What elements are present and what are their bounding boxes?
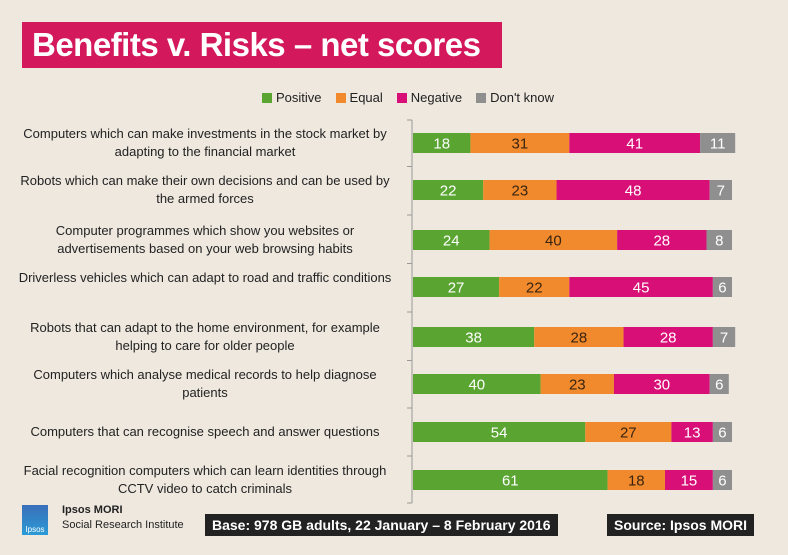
legend-item: Negative [396,90,463,105]
bar-segment [706,230,732,250]
legend-item: Equal [335,90,383,105]
bar-segment [665,470,713,490]
bar-segment [700,133,736,153]
chart-title: Benefits v. Risks – net scores [22,22,502,68]
bar-segment [499,277,570,297]
bar-segment [534,327,624,347]
category-label: Robots which can make their own decision… [20,173,390,206]
ipsos-logo: Ipsos [22,505,48,535]
data-label: 22 [526,280,543,297]
legend-label: Don't know [490,90,554,105]
data-label: 18 [433,136,450,153]
data-label: 15 [681,473,698,490]
category-label: Computer programmes which show you websi… [55,223,355,256]
base-note: Base: 978 GB adults, 22 January – 8 Febr… [205,514,558,536]
bar-segment [470,133,570,153]
source-note: Source: Ipsos MORI [607,514,755,536]
bar-segment [569,277,713,297]
legend-item: Positive [262,90,322,105]
legend-label: Positive [276,90,322,105]
data-label: 27 [448,280,465,297]
data-label: 30 [653,377,670,394]
category-label: Computers which analyse medical records … [33,367,377,400]
bar-segment [623,327,713,347]
category-label: Driverless vehicles which can adapt to r… [18,270,392,285]
bar-segment [569,133,701,153]
org-block: Ipsos MORI Social Research Institute [62,503,184,533]
data-label: 6 [718,280,726,297]
category-label: Robots that can adapt to the home enviro… [30,320,380,353]
data-label: 28 [571,330,588,347]
legend-item: Don't know [476,90,554,105]
bar-segment [712,277,732,297]
bar-segment [483,180,557,200]
bar-segment [413,470,608,490]
category-label: Facial recognition computers which can l… [23,463,387,496]
data-label: 41 [626,136,643,153]
data-label: 48 [625,183,642,200]
legend: Positive Equal Negative Don't know [262,90,554,105]
bar-segment [617,230,707,250]
category-label: Computers that can recognise speech and … [30,424,380,439]
legend-swatch [476,92,487,103]
data-label: 22 [440,183,457,200]
bar-segment [489,230,618,250]
data-label: 13 [684,425,701,442]
data-label: 11 [710,136,726,153]
legend-label: Negative [410,90,463,105]
data-label: 40 [468,377,485,394]
bar-segment [413,374,541,394]
data-label: 23 [569,377,586,394]
data-label: 24 [443,233,460,250]
bar-segment [413,277,500,297]
data-label: 54 [491,425,508,442]
org-sub: Social Research Institute [62,519,184,531]
bar-segment [712,422,732,442]
bar-segment [413,327,535,347]
bar-segment [712,470,732,490]
bar-segment [613,374,710,394]
bar-segment [413,180,484,200]
data-label: 27 [620,425,637,442]
bar-segment [709,180,732,200]
data-label: 7 [720,330,728,347]
bar-segment [540,374,614,394]
legend-swatch [335,92,346,103]
data-label: 7 [717,183,725,200]
data-label: 18 [628,473,645,490]
data-label: 61 [502,473,519,490]
bar-segment [556,180,710,200]
data-label: 28 [660,330,677,347]
data-label: 28 [653,233,670,250]
bar-segment [671,422,713,442]
data-label: 6 [715,377,723,394]
bar-segment [413,230,490,250]
legend-swatch [262,92,272,103]
data-label: 45 [633,280,650,297]
legend-label: Equal [349,90,383,105]
data-label: 8 [715,233,723,250]
bar-segment [607,470,666,490]
stacked-bar-chart: 18 31 41 11 22 23 48 7 24 40 28 8 27 22 45 6 38 28 28 7 40 23… [407,119,736,504]
bar-segment [413,422,586,442]
data-label: 6 [718,473,726,490]
org-name: Ipsos MORI [62,504,123,516]
data-label: 38 [465,330,482,347]
category-label: Computers which can make investments in … [23,126,387,159]
data-label: 23 [512,183,529,200]
data-label: 40 [545,233,562,250]
bar-segment [413,133,471,153]
data-label: 31 [512,136,529,153]
bar-segment [712,327,736,347]
bar-segment [709,374,729,394]
data-label: 6 [718,425,726,442]
legend-swatch [396,92,407,103]
bar-segment [585,422,672,442]
